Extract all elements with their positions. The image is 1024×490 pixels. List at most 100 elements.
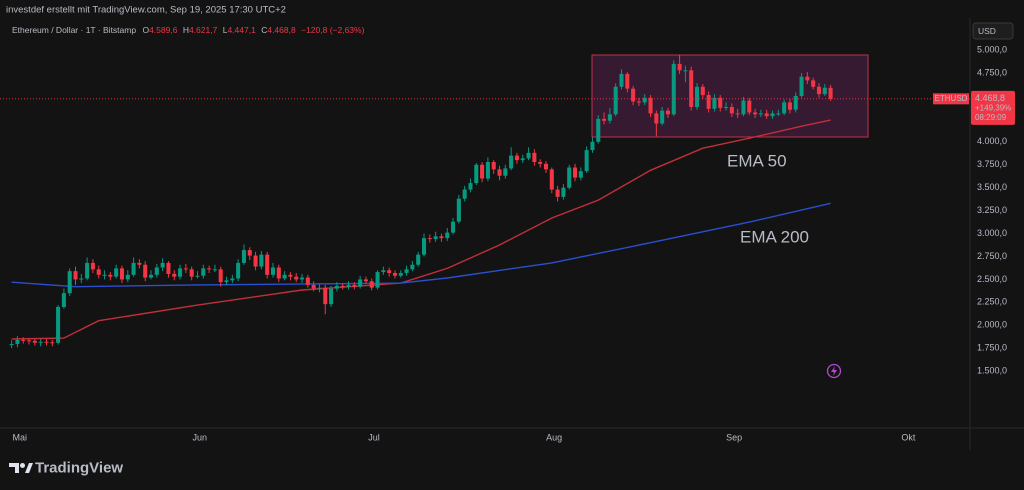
candle-body xyxy=(805,76,810,81)
currency[interactable]: USD xyxy=(978,26,996,36)
currency-button[interactable] xyxy=(972,22,1014,40)
candle-body xyxy=(665,110,670,115)
y-tick-label: 4.000,0 xyxy=(977,136,1007,146)
candle-body xyxy=(236,262,241,279)
candle-body xyxy=(718,97,723,108)
candle-body xyxy=(625,73,630,89)
candle-body xyxy=(584,150,589,172)
candle-body xyxy=(549,169,554,190)
candle-body xyxy=(172,273,177,277)
candle-body xyxy=(735,113,740,115)
candle-body xyxy=(369,281,374,288)
candle-body xyxy=(288,274,293,277)
candle-body xyxy=(543,163,549,170)
candle-body xyxy=(700,86,705,96)
candle-body xyxy=(474,164,479,184)
candle-body xyxy=(218,269,223,283)
candle-body xyxy=(468,183,473,190)
candle-body xyxy=(636,101,641,103)
y-tick-label: 3.750,0 xyxy=(977,159,1007,169)
ohlc-value: 4.468,8 xyxy=(267,25,296,35)
candle-body xyxy=(73,271,78,280)
y-tick-label: 4.750,0 xyxy=(977,67,1007,77)
candle-body xyxy=(561,187,566,197)
candle-body xyxy=(381,270,386,273)
candle-body xyxy=(247,250,252,256)
y-tick-label: 2.750,0 xyxy=(977,251,1007,261)
candle-body xyxy=(282,274,287,279)
symbol-tag xyxy=(933,93,969,105)
y-tick-label: 5.000,0 xyxy=(977,44,1007,54)
brand-logo xyxy=(9,463,33,473)
candle-body xyxy=(421,238,427,255)
candle-body xyxy=(90,262,95,270)
candle-body xyxy=(183,268,188,270)
candle-body xyxy=(125,274,130,280)
candle-body xyxy=(503,168,508,176)
candle-body xyxy=(114,268,119,277)
candle-body xyxy=(56,306,61,343)
symbol: Ethereum / Dollar · 1T · Bitstamp xyxy=(12,25,136,35)
candle-body xyxy=(770,113,775,117)
candle-body xyxy=(352,284,357,287)
candle-body xyxy=(323,287,328,305)
candle-body xyxy=(102,274,107,276)
logo-mark xyxy=(25,463,33,473)
brand: TradingView xyxy=(35,459,123,476)
x-tick-label: Okt xyxy=(901,432,916,442)
ohlc-value: 4.589,6 xyxy=(149,25,178,35)
candle-body xyxy=(404,269,409,273)
ohlc-label: O xyxy=(142,25,149,35)
candle-body xyxy=(619,73,624,87)
candle-body xyxy=(230,278,235,281)
candle-body xyxy=(793,95,798,110)
candle-body xyxy=(85,262,90,279)
candle-body xyxy=(32,340,37,343)
candle-body xyxy=(729,106,734,114)
y-tick-label: 2.250,0 xyxy=(977,297,1007,307)
x-tick-label: Sep xyxy=(726,432,742,442)
candle-body xyxy=(410,264,415,270)
candle-body xyxy=(753,112,758,115)
candle-body xyxy=(119,268,125,280)
y-tick-label: 2.000,0 xyxy=(977,320,1007,330)
candle-body xyxy=(50,342,55,344)
candle-body xyxy=(387,270,392,273)
candle-body xyxy=(596,118,601,142)
candle-body xyxy=(311,284,316,289)
candle-body xyxy=(677,63,682,71)
candle-body xyxy=(462,189,467,199)
x-tick-label: Mai xyxy=(12,432,27,442)
logo-dot xyxy=(20,463,25,468)
ohlc-label: H xyxy=(183,25,189,35)
candle-body xyxy=(822,87,827,95)
candle-body xyxy=(154,267,159,275)
alert-icon[interactable] xyxy=(826,363,842,379)
y-tick-label: 1.500,0 xyxy=(977,366,1007,376)
candle-body xyxy=(38,341,43,343)
candle-body xyxy=(782,102,787,114)
price-tag xyxy=(971,90,1015,125)
candle-body xyxy=(96,269,101,275)
candle-body xyxy=(451,221,456,233)
logo-mark xyxy=(9,463,19,473)
candle-body xyxy=(241,250,246,263)
ohlc-value: 4.621,7 xyxy=(189,25,218,35)
candle-body xyxy=(776,113,781,115)
candle-body xyxy=(294,276,299,280)
candle-body xyxy=(654,113,659,124)
alert-bolt xyxy=(831,366,837,376)
candle-body xyxy=(642,97,647,103)
candle-body xyxy=(79,278,84,280)
candle-body xyxy=(526,152,531,159)
candle-body xyxy=(689,70,694,107)
candle-body xyxy=(787,102,792,110)
candle-body xyxy=(514,155,519,161)
candle-body xyxy=(509,155,514,169)
candle-body xyxy=(590,141,595,151)
candle-body xyxy=(259,254,264,267)
candle-body xyxy=(212,269,217,271)
candle-body xyxy=(811,80,816,87)
candle-body xyxy=(764,113,769,117)
